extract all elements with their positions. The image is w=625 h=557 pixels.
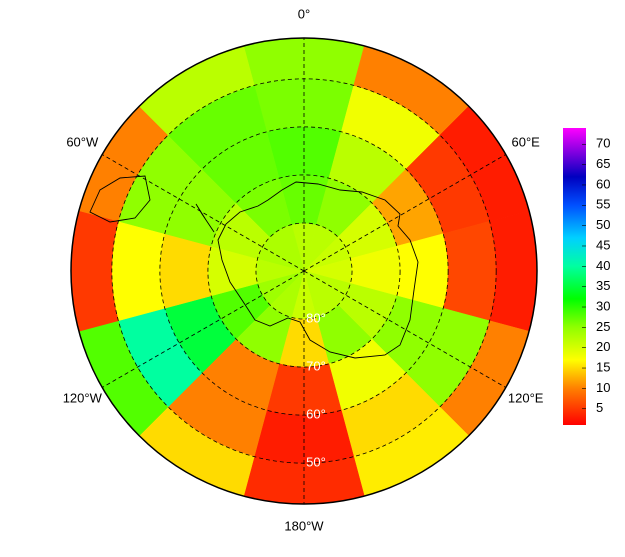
map-border bbox=[70, 37, 538, 505]
colorbar-tick-label: 20 bbox=[596, 339, 610, 354]
lat-label: 80° bbox=[306, 310, 326, 325]
meridian bbox=[102, 270, 305, 388]
meridian bbox=[303, 154, 506, 272]
lon-label: 180°W bbox=[284, 518, 324, 533]
colorbar-tick-label: 60 bbox=[596, 176, 610, 191]
lat-label: 70° bbox=[306, 359, 326, 374]
lat-label: 50° bbox=[306, 455, 326, 470]
heat-cell bbox=[489, 210, 538, 332]
colorbar-tick-label: 15 bbox=[596, 359, 610, 374]
heat-cell bbox=[396, 233, 449, 309]
heat-cell bbox=[111, 220, 166, 322]
coastline bbox=[89, 175, 419, 359]
lon-label: 120°W bbox=[63, 390, 103, 405]
meridian bbox=[102, 154, 305, 272]
colorbar-tick-label: 35 bbox=[596, 278, 610, 293]
lon-label: 60°E bbox=[512, 134, 541, 149]
parallel bbox=[255, 222, 353, 320]
parallel bbox=[207, 174, 401, 368]
colorbar-tick-label: 55 bbox=[596, 197, 610, 212]
colorbar-tick-label: 10 bbox=[596, 380, 610, 395]
lon-label: 0° bbox=[298, 6, 310, 21]
colorbar-tick-label: 5 bbox=[596, 400, 603, 415]
colorbar-tick-label: 45 bbox=[596, 237, 610, 252]
meridian bbox=[303, 270, 506, 388]
parallel bbox=[159, 126, 449, 416]
lat-label: 60° bbox=[306, 407, 326, 422]
colorbar-tick-label: 30 bbox=[596, 298, 610, 313]
lon-label: 120°E bbox=[508, 390, 544, 405]
colorbar-tick-label: 70 bbox=[596, 136, 610, 151]
colorbar-tick-label: 50 bbox=[596, 217, 610, 232]
lon-label: 60°W bbox=[66, 134, 99, 149]
labels: 0° 60°E 120°E 180°W 120°W 60°W 80° 70° 60° 50° bbox=[63, 6, 544, 533]
heat-cell bbox=[159, 233, 212, 309]
heatmap bbox=[70, 37, 538, 505]
colorbar-tick-label: 65 bbox=[596, 156, 610, 171]
graticule bbox=[102, 38, 506, 504]
heat-cell bbox=[442, 220, 497, 322]
colorbar: 5 10 15 20 25 30 35 40 45 50 55 60 65 70 bbox=[563, 128, 610, 425]
heat-cell bbox=[70, 210, 119, 332]
colorbar-ramp bbox=[563, 128, 586, 425]
colorbar-tick-label: 25 bbox=[596, 319, 610, 334]
parallel bbox=[111, 78, 497, 464]
colorbar-tick-label: 40 bbox=[596, 258, 610, 273]
